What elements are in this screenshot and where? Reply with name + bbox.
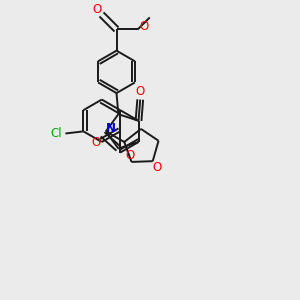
Text: O: O bbox=[140, 20, 149, 33]
Text: N: N bbox=[106, 122, 116, 135]
Text: O: O bbox=[125, 149, 134, 162]
Text: O: O bbox=[91, 136, 101, 148]
Text: O: O bbox=[152, 161, 161, 174]
Text: O: O bbox=[136, 85, 145, 98]
Text: O: O bbox=[92, 3, 101, 16]
Text: Cl: Cl bbox=[50, 127, 62, 140]
